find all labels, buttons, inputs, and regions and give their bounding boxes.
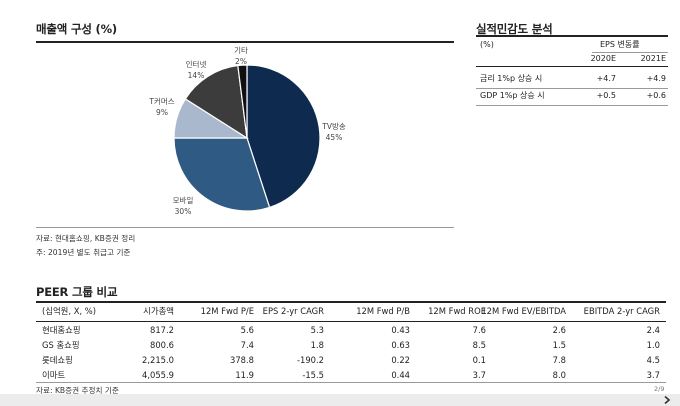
peer-source-note: 자료: KB증권 추정치 기준 — [36, 386, 119, 395]
peer-roe: 8.5 — [472, 340, 486, 350]
sensitivity-row: GDP 1%p 상승 시 +0.5 +0.6 — [476, 87, 668, 104]
pie-slice — [246, 64, 321, 209]
sensitivity-bottom-rule — [476, 105, 668, 106]
peer-marketcap: 4,055.9 — [142, 370, 174, 380]
peer-ev-ebitda: 8.0 — [552, 370, 566, 380]
sales-footnote: 주: 2019년 별도 취급고 기준 — [36, 248, 131, 257]
sensitivity-col-2020: 2020E — [590, 54, 616, 63]
peer-marketcap: 800.6 — [150, 340, 174, 350]
peer-header-eps-cagr: EPS 2-yr CAGR — [262, 306, 324, 316]
sales-title: 매출액 구성 (%) — [36, 22, 117, 36]
peer-pb: 0.43 — [391, 325, 410, 335]
pie-label-internet: 인터넷 14% — [185, 60, 207, 80]
peer-ev-ebitda: 1.5 — [552, 340, 566, 350]
pie-label-tv: TV방송 45% — [322, 122, 346, 142]
sensitivity-title-rule — [476, 35, 668, 37]
peer-pe: 11.9 — [235, 370, 254, 380]
peer-roe: 7.6 — [472, 325, 486, 335]
sensitivity-title: 실적민감도 분석 — [476, 22, 553, 36]
peer-pb: 0.63 — [391, 340, 410, 350]
pie-label-other: 기타 2% — [234, 46, 248, 66]
peer-title-rule — [36, 301, 666, 303]
peer-ev-ebitda: 2.6 — [552, 325, 566, 335]
peer-eps-cagr: 5.3 — [310, 325, 324, 335]
peer-eps-cagr: -190.2 — [297, 355, 324, 365]
peer-company: GS 홈쇼핑 — [42, 340, 80, 350]
sensitivity-row-2020: +4.7 — [596, 74, 616, 83]
peer-eps-cagr: 1.8 — [310, 340, 324, 350]
sensitivity-row-2020: +0.5 — [596, 91, 616, 100]
peer-table: (십억원, X, %) 시가총액 12M Fwd P/E EPS 2-yr CA… — [36, 303, 666, 383]
pie-label-tcommerce: T커머스 9% — [149, 97, 175, 117]
peer-title: PEER 그룹 비교 — [36, 285, 118, 299]
peer-ev-ebitda: 7.8 — [552, 355, 566, 365]
peer-ebitda-cagr: 3.7 — [646, 370, 660, 380]
peer-pb: 0.44 — [391, 370, 410, 380]
peer-company: 롯데쇼핑 — [42, 355, 73, 365]
peer-header-pb: 12M Fwd P/B — [356, 306, 410, 316]
peer-ebitda-cagr: 4.5 — [646, 355, 660, 365]
sensitivity-group-header: EPS 변동률 — [600, 40, 640, 49]
peer-pb: 0.22 — [391, 355, 410, 365]
peer-company: 현대홈쇼핑 — [42, 325, 81, 335]
pie-label-mobile: 모바일 30% — [172, 196, 194, 216]
sensitivity-row-label: GDP 1%p 상승 시 — [480, 91, 545, 100]
sensitivity-row-divider — [476, 88, 668, 89]
peer-header-roe: 12M Fwd ROE — [428, 306, 486, 316]
page-number: 2/9 — [654, 385, 665, 393]
sensitivity-unit: (%) — [480, 40, 494, 49]
sensitivity-row-2021: +0.6 — [646, 91, 666, 100]
peer-header-ebitda-cagr: EBITDA 2-yr CAGR — [583, 306, 660, 316]
peer-header-rule — [36, 321, 666, 322]
sensitivity-header-rule — [476, 66, 668, 67]
sensitivity-table: (%) EPS 변동률 2020E 2021E 금리 1%p 상승 시 +4.7… — [476, 38, 668, 106]
table-row: 이마트 4,055.9 11.9 -15.5 0.44 3.7 8.0 3.7 — [36, 368, 666, 383]
sensitivity-row-label: 금리 1%p 상승 시 — [480, 74, 543, 83]
sensitivity-group-rule — [592, 52, 668, 53]
sensitivity-header-row-1: (%) EPS 변동률 — [476, 38, 668, 52]
sales-title-rule — [36, 41, 454, 43]
chevron-right-icon[interactable] — [662, 395, 672, 405]
table-row: 롯데쇼핑 2,215.0 378.8 -190.2 0.22 0.1 7.8 4… — [36, 353, 666, 368]
sales-bottom-rule — [36, 227, 454, 228]
sensitivity-row-2021: +4.9 — [646, 74, 666, 83]
peer-ebitda-cagr: 2.4 — [646, 325, 660, 335]
pie-slice — [184, 64, 248, 140]
table-row: GS 홈쇼핑 800.6 7.4 1.8 0.63 8.5 1.5 1.0 — [36, 338, 666, 353]
peer-header-unit: (십억원, X, %) — [42, 306, 96, 316]
peer-company: 이마트 — [42, 370, 66, 380]
sales-source-note: 자료: 현대홈쇼핑, KB증권 정리 — [36, 234, 136, 243]
peer-eps-cagr: -15.5 — [302, 370, 324, 380]
peer-roe: 0.1 — [472, 355, 486, 365]
peer-header-pe: 12M Fwd P/E — [200, 306, 254, 316]
footer-bar — [0, 394, 680, 406]
peer-header-row: (십억원, X, %) 시가총액 12M Fwd P/E EPS 2-yr CA… — [36, 303, 666, 320]
pie-slice — [237, 64, 248, 139]
peer-header-marketcap: 시가총액 — [143, 306, 174, 316]
sensitivity-header-row-2: 2020E 2021E — [476, 52, 668, 66]
peer-bottom-rule — [36, 382, 666, 383]
peer-header-ev-ebitda: 12M Fwd EV/EBITDA — [481, 306, 566, 316]
peer-roe: 3.7 — [472, 370, 486, 380]
sensitivity-row: 금리 1%p 상승 시 +4.7 +4.9 — [476, 70, 668, 87]
peer-marketcap: 817.2 — [150, 325, 174, 335]
peer-ebitda-cagr: 1.0 — [646, 340, 660, 350]
table-row: 현대홈쇼핑 817.2 5.6 5.3 0.43 7.6 2.6 2.4 — [36, 323, 666, 338]
peer-marketcap: 2,215.0 — [142, 355, 174, 365]
peer-pe: 7.4 — [240, 340, 254, 350]
peer-pe: 378.8 — [230, 355, 254, 365]
pie-slice — [173, 137, 271, 212]
peer-pe: 5.6 — [240, 325, 254, 335]
sensitivity-col-2021: 2021E — [640, 54, 666, 63]
